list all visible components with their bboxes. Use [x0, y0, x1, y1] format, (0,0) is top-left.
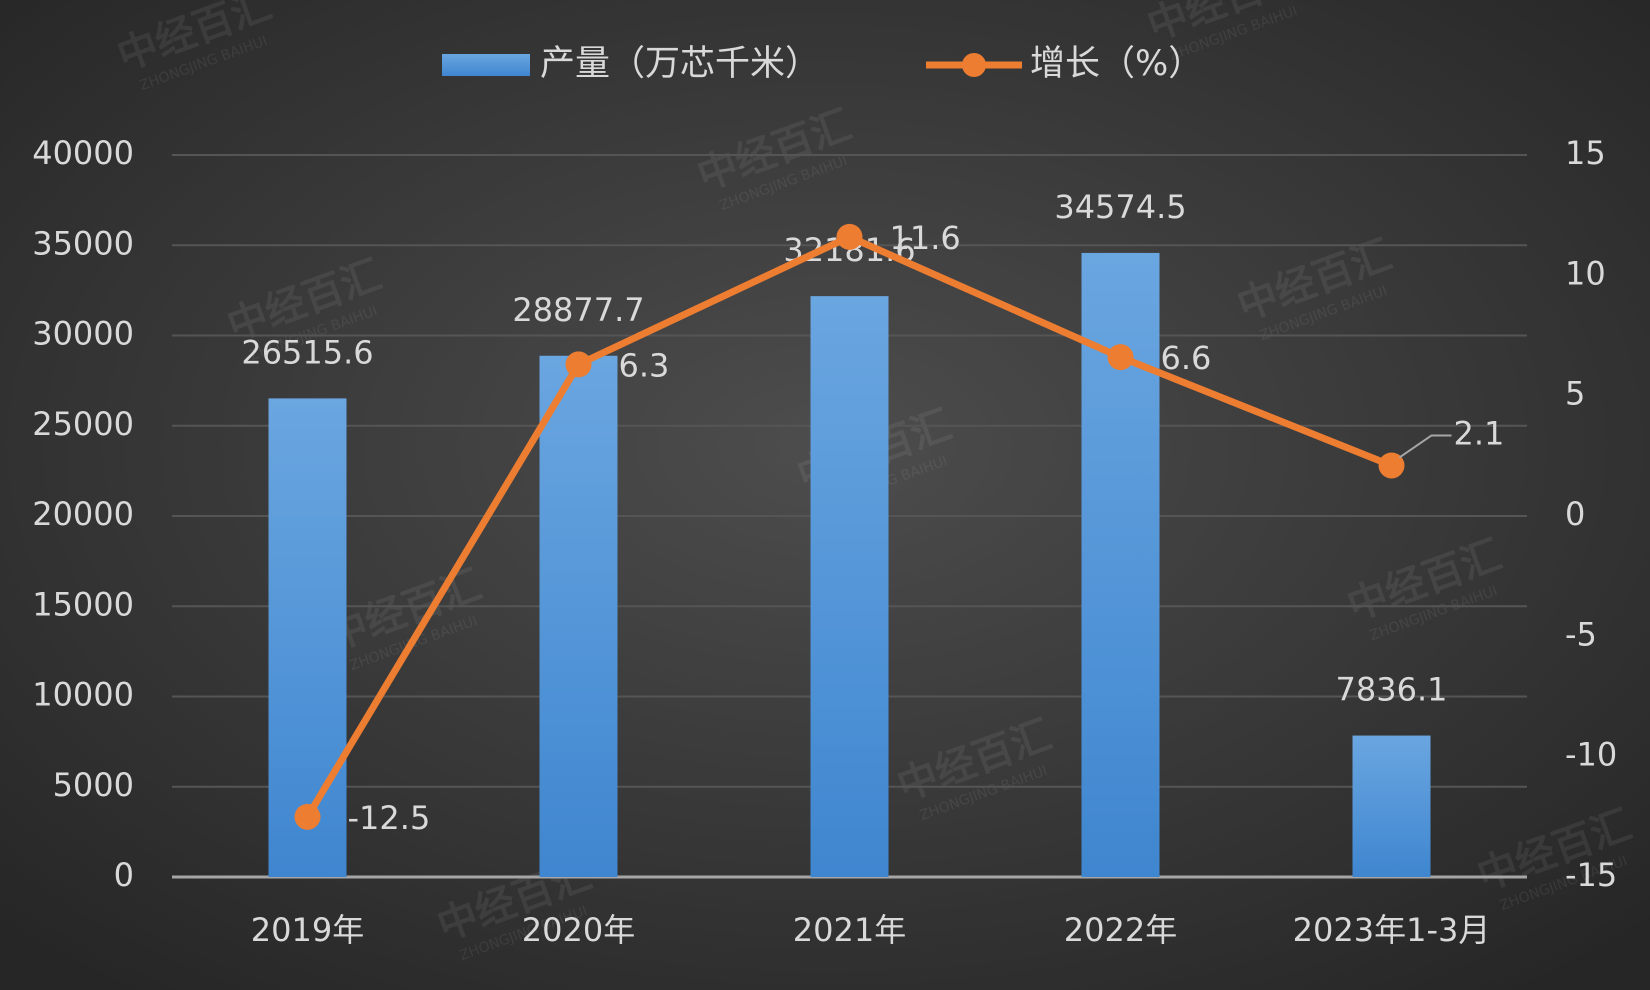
x-tick-label: 2021年: [793, 911, 906, 949]
line-marker: [1378, 452, 1405, 479]
line-value-label: 6.3: [619, 346, 670, 384]
line-marker: [1107, 344, 1134, 371]
y2-tick-label: -15: [1565, 856, 1617, 894]
y-tick-label: 40000: [32, 134, 134, 172]
legend-label: 产量（万芯千米）: [540, 44, 820, 84]
legend-label: 增长（%）: [1030, 44, 1203, 84]
y-tick-label: 10000: [32, 676, 134, 714]
y2-tick-label: 0: [1565, 495, 1585, 533]
leader-line: [1398, 434, 1452, 459]
line-marker: [565, 351, 592, 378]
line-value-label: -12.5: [348, 799, 431, 837]
bar: [539, 355, 618, 877]
bar: [810, 296, 889, 877]
bar-value-label: 7836.1: [1336, 671, 1448, 709]
bar: [268, 398, 347, 877]
y-tick-label: 15000: [32, 585, 134, 623]
legend-swatch: [442, 54, 530, 76]
x-tick-label: 2019年: [251, 911, 364, 949]
bar-value-label: 28877.7: [512, 291, 644, 329]
y-tick-label: 35000: [32, 224, 134, 262]
y-tick-label: 25000: [32, 405, 134, 443]
y-tick-label: 5000: [53, 766, 134, 804]
line-marker: [294, 803, 321, 830]
y-tick-label: 20000: [32, 495, 134, 533]
line-value-label: 11.6: [890, 219, 961, 257]
y2-tick-label: -10: [1565, 736, 1617, 774]
y2-tick-label: 15: [1565, 134, 1606, 172]
y2-tick-label: 10: [1565, 254, 1606, 292]
bar-value-label: 34574.5: [1054, 188, 1186, 226]
x-tick-label: 2020年: [522, 911, 635, 949]
x-tick-label: 2023年1-3月: [1293, 911, 1491, 949]
y2-tick-label: 5: [1565, 375, 1585, 413]
line-value-label: 2.1: [1454, 414, 1505, 452]
bar: [1352, 735, 1431, 877]
y-tick-label: 0: [114, 856, 134, 894]
line-marker: [836, 223, 863, 250]
legend-marker: [962, 53, 986, 77]
y2-tick-label: -5: [1565, 615, 1597, 653]
line-value-label: 6.6: [1161, 339, 1212, 377]
bar-value-label: 26515.6: [241, 333, 373, 371]
y-tick-label: 30000: [32, 315, 134, 353]
x-tick-label: 2022年: [1064, 911, 1177, 949]
